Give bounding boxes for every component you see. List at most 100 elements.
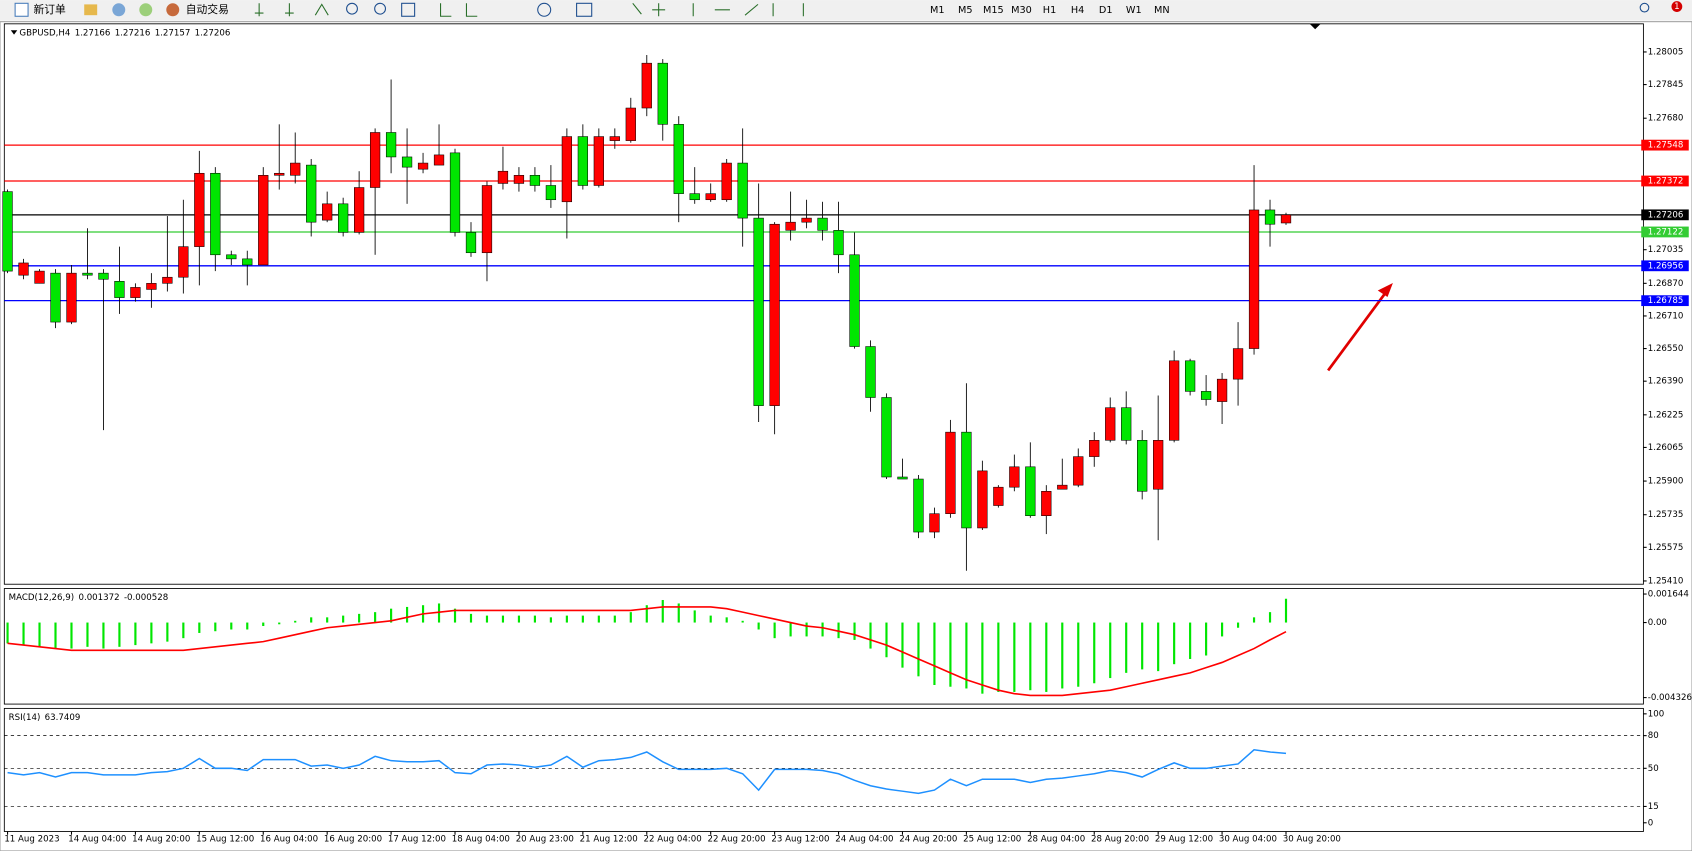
zoom-in[interactable] xyxy=(346,2,358,15)
candle-body xyxy=(481,185,493,254)
macd-bar xyxy=(1045,622,1048,692)
macd-bar xyxy=(1189,622,1192,659)
macd-bar xyxy=(262,622,265,627)
candle-body xyxy=(593,136,604,186)
timeframe-button[interactable]: D1 xyxy=(1099,5,1113,16)
level-label-bg xyxy=(1641,175,1689,187)
search-icon[interactable] xyxy=(1639,2,1650,13)
candle-body xyxy=(753,217,764,406)
macd-bar xyxy=(837,622,840,639)
macd-bar xyxy=(1284,598,1288,623)
macd-bar xyxy=(677,603,680,623)
candle-body xyxy=(721,162,732,201)
macd-bar xyxy=(214,622,217,632)
macd-bar xyxy=(6,622,9,644)
level-label-bg xyxy=(1641,260,1689,272)
template[interactable] xyxy=(576,2,593,17)
timeframe-button[interactable]: M5 xyxy=(958,5,973,16)
macd-bar xyxy=(1029,622,1032,691)
y-tick-label: 1.27680 xyxy=(1648,114,1684,124)
macd-bar xyxy=(709,615,712,623)
macd-bar xyxy=(965,622,968,689)
timeframe-button[interactable]: M30 xyxy=(1011,5,1032,16)
macd-bar xyxy=(54,622,57,649)
timeframe-button[interactable]: H1 xyxy=(1043,5,1056,16)
draw-icons[interactable] xyxy=(440,2,804,17)
macd-bar xyxy=(773,622,776,639)
x-tick-label: 11 Aug 2023 xyxy=(4,835,59,845)
arrow-annotation xyxy=(1327,282,1393,372)
tile[interactable] xyxy=(401,2,416,17)
new-order[interactable]: 新订单 xyxy=(33,3,66,16)
timeframe-button[interactable]: MN xyxy=(1154,5,1170,16)
macd-bar xyxy=(613,615,616,623)
candle-body xyxy=(1057,484,1068,490)
y-tick-label: 1.28005 xyxy=(1648,47,1684,57)
level-label: 1.26956 xyxy=(1648,261,1684,271)
x-tick-label: 28 Aug 20:00 xyxy=(1091,835,1149,845)
candle-body xyxy=(1089,440,1100,457)
candle-body xyxy=(178,246,189,278)
candle-body xyxy=(433,154,445,166)
macd-bar xyxy=(1236,622,1240,628)
zoom-out[interactable] xyxy=(374,2,387,15)
candle-body xyxy=(929,513,940,533)
header-value: 1.27206 xyxy=(195,28,231,38)
level-label: 1.27206 xyxy=(1648,210,1684,220)
macd-bar xyxy=(1125,622,1128,673)
macd-bar xyxy=(166,622,169,642)
auto-trading[interactable]: 自动交易 xyxy=(186,3,229,16)
candle-body xyxy=(1041,490,1052,517)
candle-body xyxy=(865,346,876,398)
chart-type-icons[interactable] xyxy=(254,3,329,17)
notification-badge[interactable] xyxy=(1671,1,1683,12)
macd-bar xyxy=(933,622,936,685)
timeframe-button[interactable]: M15 xyxy=(983,5,1004,16)
header-value: RSI(14) xyxy=(9,713,41,723)
macd-bar xyxy=(453,608,457,623)
timeframe-button[interactable]: W1 xyxy=(1126,5,1142,16)
panel-header: MACD(12,26,9) 0.001372 -0.000528 xyxy=(9,593,169,603)
macd-bar xyxy=(1221,622,1224,637)
candle-body xyxy=(34,270,45,284)
y-tick-label: 1.26870 xyxy=(1648,279,1684,289)
tool-icon[interactable] xyxy=(112,3,126,17)
y-tick-label: 1.25735 xyxy=(1648,510,1684,520)
candle-body xyxy=(1248,209,1260,349)
candle-body xyxy=(513,175,525,184)
level-label: 1.26785 xyxy=(1648,296,1684,306)
macd-bar xyxy=(358,613,361,623)
candle-body xyxy=(977,470,988,529)
candle-body xyxy=(673,124,684,194)
y-tick-label: 1.27035 xyxy=(1648,245,1684,255)
candle-body xyxy=(401,156,413,168)
macd-bar xyxy=(1252,617,1256,623)
clock[interactable] xyxy=(537,2,552,17)
macd-bar xyxy=(118,622,121,647)
new-order-icon[interactable] xyxy=(14,2,29,17)
macd-bar xyxy=(997,622,1000,692)
candle-body xyxy=(1264,209,1276,225)
x-tick-label: 14 Aug 20:00 xyxy=(132,835,190,845)
timeframe-button[interactable]: H4 xyxy=(1071,5,1084,16)
arrow-head xyxy=(1377,282,1393,298)
candle-body xyxy=(961,431,972,529)
auto-trading-icon[interactable] xyxy=(166,3,180,17)
candle-body xyxy=(625,107,636,141)
level-label: 1.27548 xyxy=(1648,141,1684,151)
candle-body xyxy=(210,172,221,256)
tool-icons xyxy=(254,2,804,17)
macd-bar xyxy=(869,622,872,649)
macd-bar xyxy=(981,622,984,694)
tool-icon[interactable] xyxy=(139,3,153,17)
candle-body xyxy=(50,272,61,323)
tool-icon[interactable] xyxy=(84,4,98,16)
macd-bar xyxy=(1141,622,1144,670)
candle-body xyxy=(609,136,620,141)
chart-menu-marker xyxy=(10,30,18,35)
candle-body xyxy=(385,132,397,158)
candle-body xyxy=(338,203,349,233)
macd-bar xyxy=(597,615,600,623)
timeframe-button[interactable]: M1 xyxy=(930,5,945,16)
